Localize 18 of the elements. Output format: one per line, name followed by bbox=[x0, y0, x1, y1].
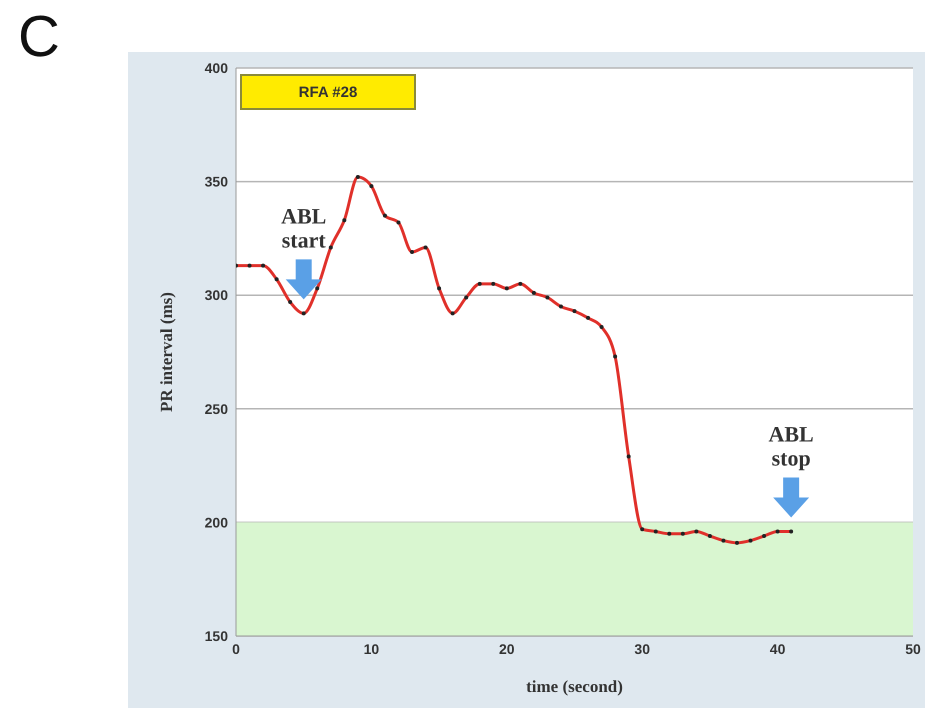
x-tick-label: 10 bbox=[364, 640, 380, 657]
y-tick-label: 400 bbox=[204, 60, 228, 76]
x-tick-label: 0 bbox=[232, 640, 240, 657]
x-tick-label: 20 bbox=[499, 640, 515, 657]
x-axis-title: time (second) bbox=[526, 677, 623, 696]
x-tick-label: 40 bbox=[770, 640, 786, 657]
y-tick-label: 250 bbox=[204, 400, 228, 417]
label-box: RFA #28 bbox=[240, 74, 416, 110]
y-tick-label: 350 bbox=[204, 174, 228, 190]
annotation: ABL stop bbox=[768, 421, 814, 470]
chart-title: C bbox=[18, 4, 60, 69]
x-tick-label: 30 bbox=[634, 640, 650, 657]
y-tick-label: 300 bbox=[204, 287, 228, 304]
y-axis-title: PR interval (ms) bbox=[157, 292, 176, 412]
x-tick-label: 50 bbox=[905, 640, 921, 657]
annotation: ABL start bbox=[281, 203, 326, 252]
y-tick-label: 200 bbox=[204, 514, 228, 530]
y-tick-label: 150 bbox=[204, 628, 228, 644]
